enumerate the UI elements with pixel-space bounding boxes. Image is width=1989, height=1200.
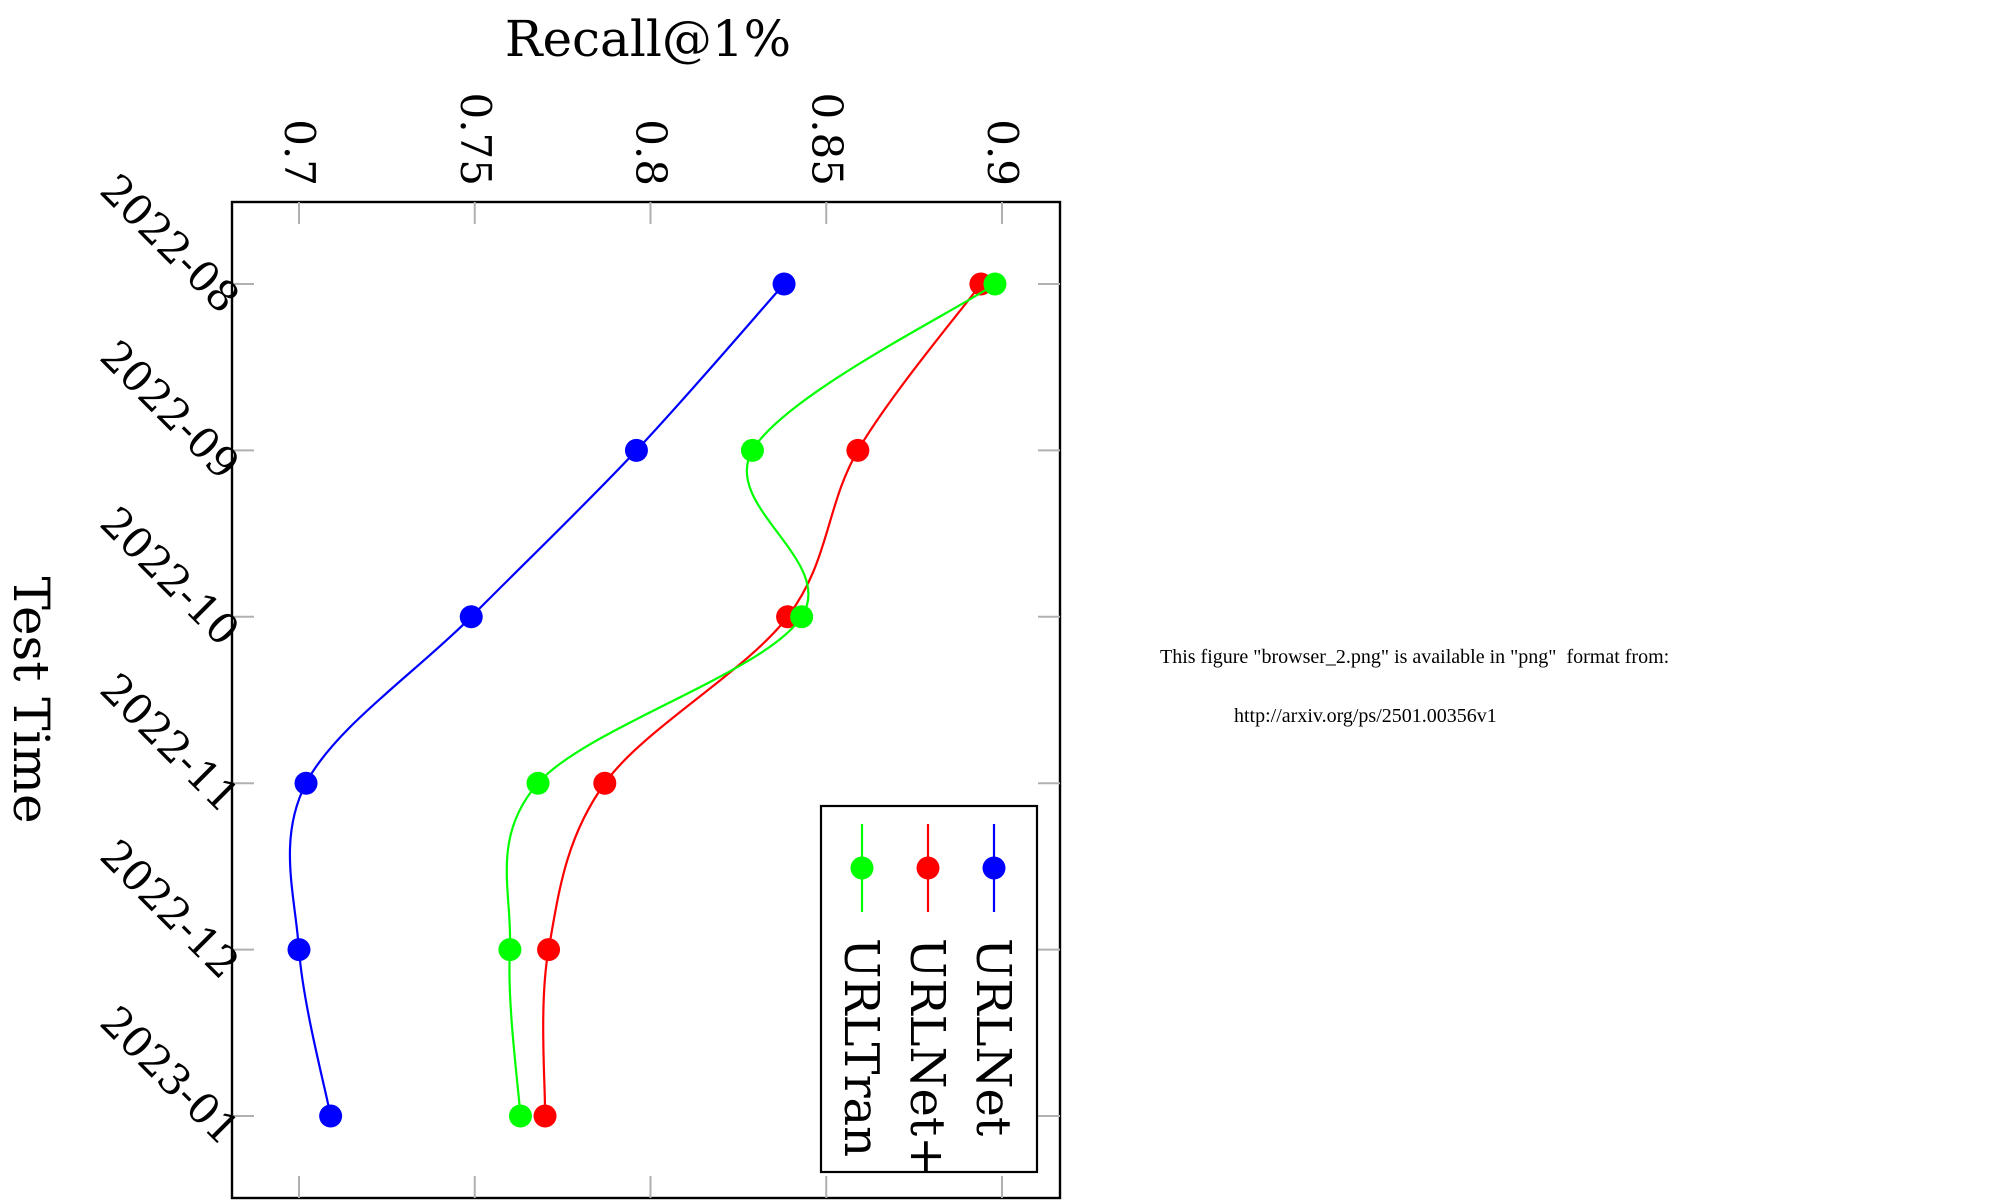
data-point-urlnet [846,438,870,462]
legend-label-urlnet: URLNet+ [899,938,955,1176]
legend-label-urlnet: URLNet [965,938,1021,1136]
data-point-urlnet [624,438,648,462]
data-point-urlnet [287,938,311,962]
legend-marker-urlnet [916,856,940,880]
legend-label-urltran: URLTran [833,938,889,1157]
chart-titles: Recall@1% Test Time [2,10,791,824]
legend-marker-urlnet [982,856,1006,880]
data-point-urlnet [294,771,318,795]
data-point-urlnet [537,938,561,962]
data-point-urltran [508,1104,532,1128]
category-tick-label: 2023-01 [91,996,249,1154]
category-tick-label: 2022-10 [91,497,249,655]
data-point-urltran [498,938,522,962]
plot-frame [230,200,1062,1200]
data-point-urlnet [772,272,796,296]
value-tick-label: 0.7 [275,119,324,186]
value-tick-label: 0.8 [627,119,676,186]
value-tick-label: 0.85 [802,92,851,186]
value-tick-label: 0.9 [978,119,1027,186]
figure-availability-notice: This figure "browser_2.png" is available… [1160,646,1780,728]
legend-marker-urltran [850,856,874,880]
data-point-urltran [526,771,550,795]
data-point-urltran [740,438,764,462]
category-tick-label: 2022-09 [91,331,249,489]
data-point-urltran [790,605,814,629]
category-tick-label: 2022-12 [91,830,249,988]
notice-url: http://arxiv.org/ps/2501.00356v1 [1234,705,1497,727]
notice-text: This figure "browser_2.png" is available… [1160,646,1670,668]
value-tick-label: 0.75 [451,92,500,186]
series-line-urlnet [288,283,785,1117]
data-point-urlnet [533,1104,557,1128]
data-point-urlnet [593,771,617,795]
value-axis-title: Recall@1% [505,10,791,68]
data-point-urlnet [459,605,483,629]
data-point-urltran [983,272,1007,296]
category-tick-label: 2022-08 [91,164,249,322]
category-tick-label: 2022-11 [91,664,249,822]
category-axis-title: Test Time [2,576,60,823]
chart-series-group [287,272,1007,1128]
data-point-urlnet [319,1104,343,1128]
